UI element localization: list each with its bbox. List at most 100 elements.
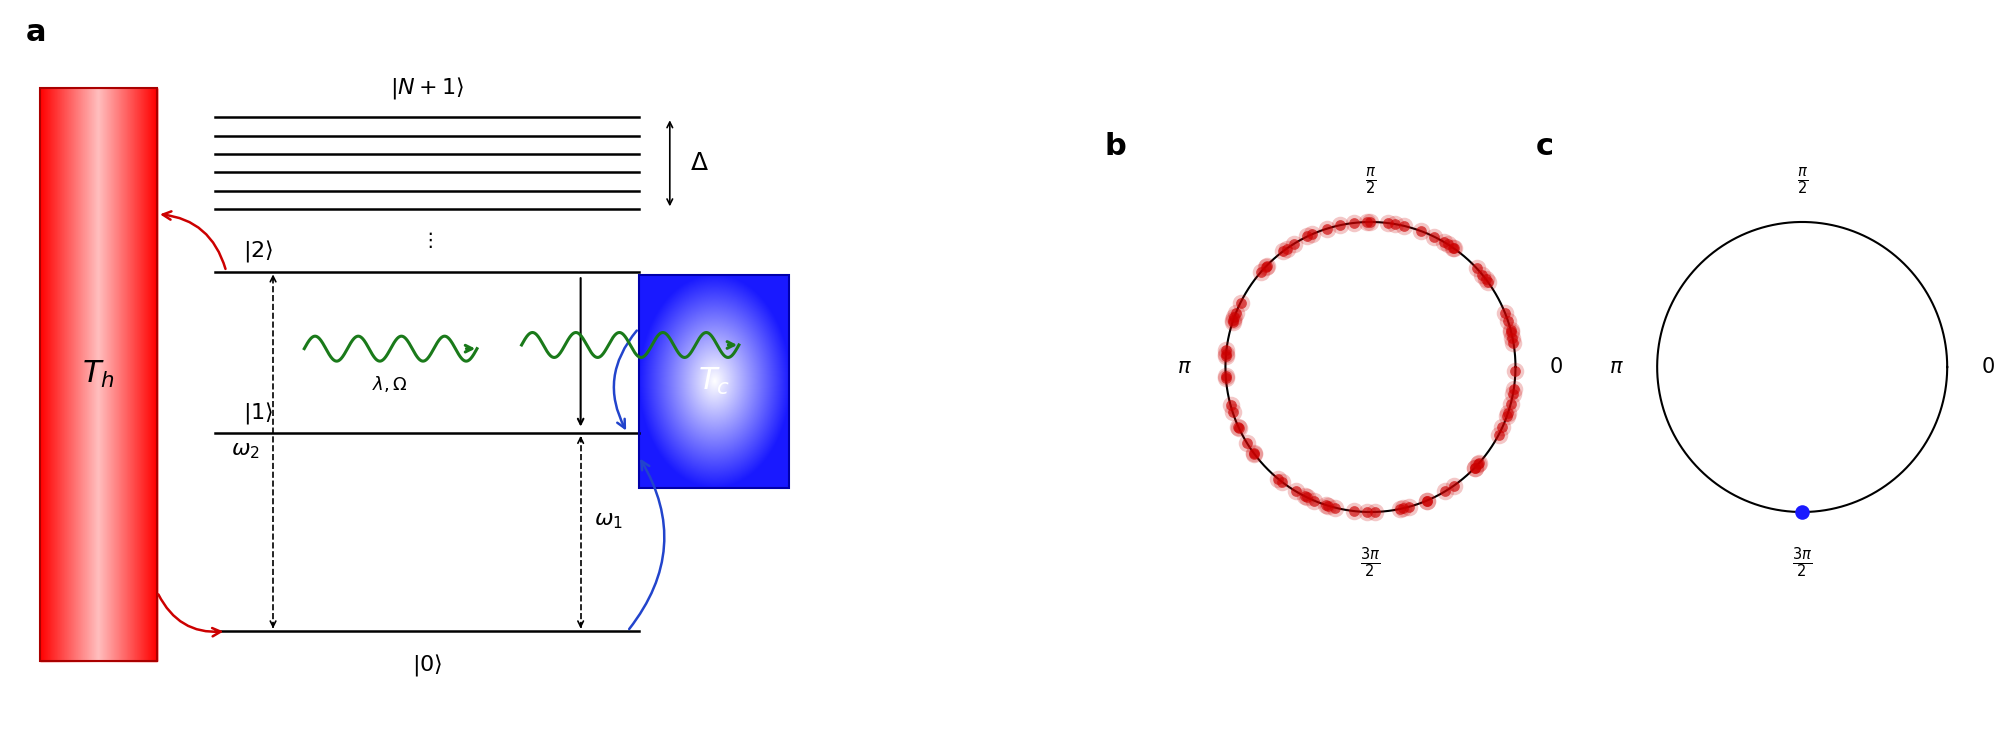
Point [1208, 372, 1240, 384]
Point [1216, 314, 1248, 326]
Point [1461, 458, 1493, 470]
Point [1337, 505, 1369, 517]
Point [1437, 242, 1469, 254]
Point [1288, 490, 1321, 502]
Point [1495, 388, 1527, 399]
Point [1222, 422, 1254, 434]
Point [1351, 506, 1383, 518]
Point [1216, 407, 1248, 418]
Point [1291, 230, 1323, 242]
Point [1337, 217, 1369, 229]
Point [1497, 337, 1529, 349]
Point [1493, 324, 1525, 336]
Point [1353, 216, 1385, 228]
Point [1216, 407, 1248, 418]
Point [1459, 263, 1491, 275]
Point [1311, 500, 1343, 512]
Point [1278, 485, 1311, 497]
Point [1491, 315, 1523, 327]
Point [1461, 457, 1493, 469]
Point [1493, 399, 1525, 410]
Point [1459, 263, 1491, 275]
Point [1459, 462, 1491, 473]
Point [1491, 315, 1523, 327]
Point [1311, 499, 1343, 511]
Point [1299, 495, 1331, 506]
Point [1461, 457, 1493, 469]
Text: b: b [1104, 131, 1126, 161]
Text: $\pi$: $\pi$ [1176, 357, 1192, 377]
Text: $\lambda, \Omega$: $\lambda, \Omega$ [371, 374, 407, 394]
Point [1497, 384, 1529, 396]
Bar [40, 88, 157, 661]
Text: $\frac{3\pi}{2}$: $\frac{3\pi}{2}$ [1359, 545, 1381, 580]
Text: $\pi$: $\pi$ [1608, 357, 1624, 377]
Point [1469, 274, 1501, 286]
Point [1417, 231, 1449, 243]
Point [1411, 495, 1443, 506]
Bar [638, 275, 789, 488]
Text: $\vdots$: $\vdots$ [419, 230, 434, 250]
Point [1244, 266, 1276, 277]
Point [1495, 326, 1527, 338]
Point [1224, 297, 1256, 308]
Point [1222, 422, 1254, 434]
Point [1495, 326, 1527, 338]
Point [1431, 239, 1463, 250]
Point [1437, 242, 1469, 254]
Point [1297, 228, 1329, 240]
Point [1481, 429, 1513, 440]
Point [1266, 476, 1299, 488]
Point [1429, 485, 1461, 497]
Point [1786, 506, 1818, 518]
Point [1495, 332, 1527, 344]
Text: $|N+1\rangle$: $|N+1\rangle$ [389, 76, 464, 101]
Point [1461, 458, 1493, 470]
Point [1387, 220, 1419, 232]
Point [1427, 236, 1459, 248]
Point [1319, 502, 1351, 514]
Point [1218, 308, 1250, 319]
Point [1325, 219, 1357, 231]
Point [1214, 399, 1246, 411]
FancyArrowPatch shape [159, 595, 221, 636]
Point [1288, 490, 1321, 502]
Point [1491, 407, 1523, 418]
Point [1437, 242, 1469, 254]
Text: $T_h$: $T_h$ [82, 359, 114, 390]
Point [1493, 324, 1525, 336]
Point [1471, 277, 1503, 288]
Point [1497, 337, 1529, 349]
Point [1351, 216, 1383, 228]
Text: $\frac{\pi}{2}$: $\frac{\pi}{2}$ [1365, 166, 1375, 197]
Point [1489, 410, 1521, 422]
Point [1485, 421, 1517, 433]
Point [1208, 350, 1240, 362]
Point [1208, 372, 1240, 384]
Point [1499, 365, 1531, 377]
Point [1485, 421, 1517, 433]
Text: $\omega_1$: $\omega_1$ [594, 511, 622, 531]
Point [1248, 261, 1280, 272]
Point [1469, 274, 1501, 286]
Point [1299, 495, 1331, 506]
Point [1383, 503, 1415, 515]
Point [1359, 506, 1391, 517]
Point [1337, 217, 1369, 229]
Point [1481, 429, 1513, 440]
FancyArrowPatch shape [614, 330, 636, 428]
Point [1216, 316, 1248, 328]
Point [1210, 344, 1242, 355]
Point [1311, 499, 1343, 511]
Point [1230, 437, 1262, 449]
Text: $\omega_2$: $\omega_2$ [231, 441, 259, 462]
Point [1214, 399, 1246, 411]
Point [1429, 485, 1461, 497]
Point [1495, 332, 1527, 344]
Point [1260, 473, 1293, 484]
Point [1371, 217, 1403, 229]
FancyArrowPatch shape [163, 211, 225, 269]
Point [1385, 503, 1417, 515]
Text: $|0\rangle$: $|0\rangle$ [411, 652, 442, 677]
Point [1270, 243, 1303, 255]
